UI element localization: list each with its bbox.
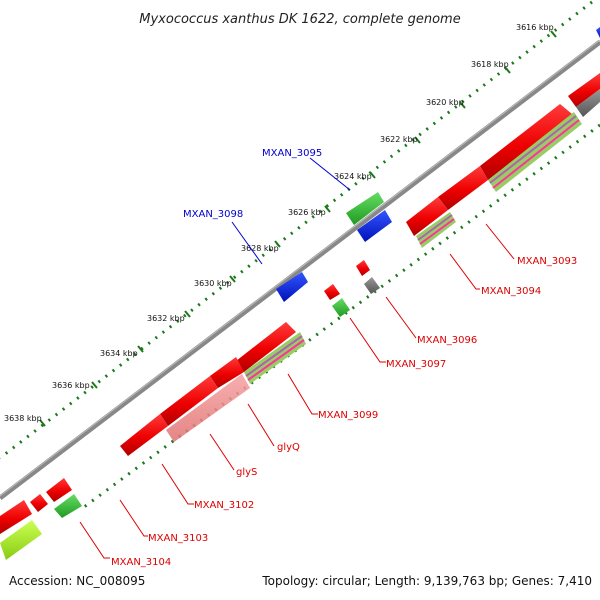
gene-red-arrow[interactable] [568, 73, 600, 107]
gene-mxan-3098[interactable] [276, 272, 308, 302]
tick-label: 3626 kbp [288, 208, 326, 217]
gene-label-mxan-3096[interactable]: MXAN_3096 [417, 335, 477, 346]
gene-label-mxan-3094[interactable]: MXAN_3094 [481, 286, 541, 297]
gene-mxan-3095[interactable] [346, 192, 384, 225]
feature-stripe [419, 218, 455, 245]
gene-glys[interactable] [160, 376, 218, 426]
gene-blue-top-right[interactable] [596, 27, 600, 38]
tick-label: 3620 kbp [426, 98, 464, 107]
feature-stripe [245, 335, 303, 377]
feature-stripe [247, 339, 305, 381]
gene-glyq[interactable] [210, 357, 244, 388]
tick-label: 3638 kbp [4, 414, 42, 423]
gene-label-glys[interactable]: glyS [236, 467, 257, 478]
gene-mxan-3093-b[interactable] [438, 166, 488, 210]
feature-stripe [489, 115, 577, 184]
gene-mxan-3093[interactable] [480, 104, 572, 180]
feature-stripe [492, 119, 580, 189]
map-title: Myxococcus xanthus DK 1622, complete gen… [139, 12, 460, 27]
tick-label: 3624 kbp [334, 172, 372, 181]
gene-mxan-3095-blue[interactable] [357, 210, 392, 242]
gene-left-lime[interactable] [0, 520, 42, 560]
leader-lines [79, 157, 515, 559]
gene-label-mxan-3098[interactable]: MXAN_3098 [183, 209, 243, 220]
gene-label-mxan-3104[interactable]: MXAN_3104 [111, 557, 171, 568]
tick-label: 3628 kbp [241, 244, 279, 253]
gene-mxan-3103-b[interactable] [30, 494, 48, 512]
gene-mxan-3097-red[interactable] [324, 284, 340, 300]
gene-labels: MXAN_3095 MXAN_3098 MXAN_3093 MXAN_3094 … [111, 148, 577, 568]
gene-mxan-3102[interactable] [120, 414, 168, 456]
gene-label-mxan-3103[interactable]: MXAN_3103 [148, 533, 208, 544]
genome-backbone [0, 40, 600, 500]
tick-label: 3632 kbp [147, 314, 185, 323]
gene-left-red[interactable] [0, 500, 32, 534]
gene-mxan-3104[interactable] [54, 494, 82, 518]
gene-gray-arrow[interactable] [576, 89, 600, 117]
tick-label: 3616 kbp [516, 23, 554, 32]
gene-glys-pseudo[interactable] [166, 374, 250, 442]
gene-mxan-3099[interactable] [236, 322, 296, 372]
tick-label: 3618 kbp [471, 60, 509, 69]
gene-mxan-3097-green[interactable] [332, 298, 350, 317]
tick-marks [39, 30, 557, 427]
tick-label: 3630 kbp [194, 279, 232, 288]
gene-mxan-3096-gray[interactable] [364, 277, 380, 294]
gene-label-glyq[interactable]: glyQ [277, 442, 300, 453]
gene-label-mxan-3097[interactable]: MXAN_3097 [386, 359, 446, 370]
gene-label-mxan-3099[interactable]: MXAN_3099 [318, 410, 378, 421]
tick-label: 3634 kbp [100, 349, 138, 358]
forward-genes [276, 27, 600, 302]
gene-mxan-3096-red[interactable] [356, 260, 370, 276]
gene-mxan-3103[interactable] [46, 478, 72, 502]
scale-ring [0, 0, 593, 460]
feature-stripe [417, 214, 453, 241]
backbone-highlight [0, 39, 600, 497]
gene-mxan-3094[interactable] [406, 197, 448, 236]
tick-label: 3636 kbp [52, 381, 90, 390]
gene-label-mxan-3095[interactable]: MXAN_3095 [262, 148, 322, 159]
gene-label-mxan-3102[interactable]: MXAN_3102 [194, 500, 254, 511]
reverse-genes [0, 73, 600, 560]
gene-label-mxan-3093[interactable]: MXAN_3093 [517, 256, 577, 267]
genome-stats-text: Topology: circular; Length: 9,139,763 bp… [261, 574, 592, 588]
tick-labels: 3616 kbp 3618 kbp 3620 kbp 3622 kbp 3624… [4, 23, 554, 423]
accession-text: Accession: NC_008095 [9, 574, 145, 588]
tick-label: 3622 kbp [380, 135, 418, 144]
feature-band-mxan-3093 [488, 112, 582, 192]
